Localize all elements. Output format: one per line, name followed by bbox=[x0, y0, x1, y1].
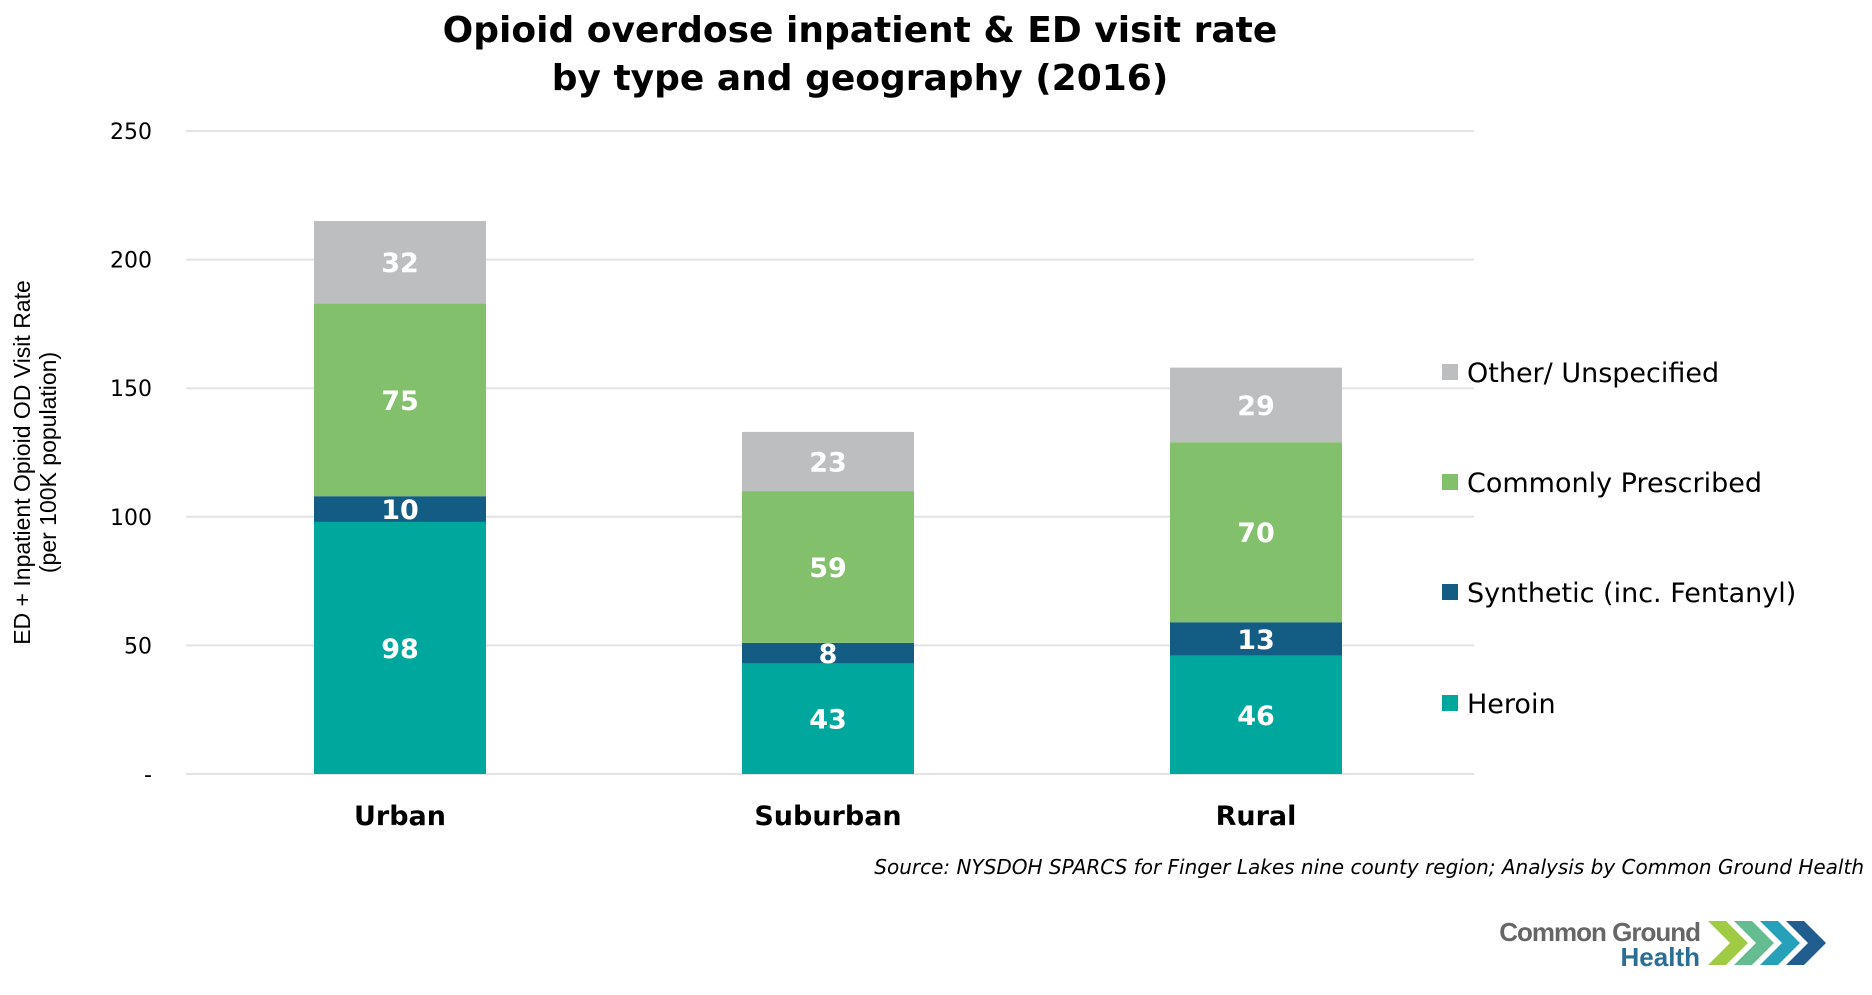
y-tick-label: 100 bbox=[110, 506, 152, 531]
data-label: 98 bbox=[381, 634, 419, 665]
legend-swatch bbox=[1442, 584, 1458, 600]
legend-label: Other/ Unspecified bbox=[1467, 358, 1719, 389]
data-label: 75 bbox=[381, 386, 419, 417]
bar-suburban-synthetic-inc-fentanyl bbox=[742, 642, 914, 664]
chart-title: Opioid overdose inpatient & ED visit rat… bbox=[443, 10, 1278, 99]
bar-rural-heroin bbox=[1170, 655, 1342, 774]
data-label: 13 bbox=[1237, 625, 1275, 656]
bars bbox=[314, 221, 1342, 774]
chevron-shape bbox=[1760, 921, 1800, 965]
bar-rural-commonly-prescribed bbox=[1170, 442, 1342, 623]
data-label: 10 bbox=[381, 495, 419, 526]
legend-item: Other/ Unspecified bbox=[1442, 358, 1719, 389]
y-tick-label: 200 bbox=[110, 249, 152, 274]
legend-label: Commonly Prescribed bbox=[1467, 468, 1762, 499]
chart-title-line-2: by type and geography (2016) bbox=[552, 58, 1169, 99]
legend-item: Commonly Prescribed bbox=[1442, 468, 1762, 499]
data-label: 23 bbox=[809, 448, 847, 479]
legend-item: Heroin bbox=[1442, 689, 1556, 720]
legend-label: Heroin bbox=[1467, 689, 1556, 720]
logo-text-line-1: Common Ground bbox=[1499, 917, 1700, 947]
legend-label: Synthetic (inc. Fentanyl) bbox=[1467, 578, 1796, 609]
data-label: 32 bbox=[381, 248, 419, 279]
legend-item: Synthetic (inc. Fentanyl) bbox=[1442, 578, 1796, 609]
category-label: Rural bbox=[1216, 801, 1297, 832]
data-label: 8 bbox=[819, 639, 838, 670]
y-axis-title-line-1: ED + Inpatient Opioid OD Visit Rate bbox=[9, 280, 35, 645]
bar-suburban-commonly-prescribed bbox=[742, 491, 914, 643]
bar-urban-commonly-prescribed bbox=[314, 303, 486, 497]
bar-urban-heroin bbox=[314, 521, 486, 774]
data-label: 43 bbox=[809, 705, 847, 736]
bar-suburban-heroin bbox=[742, 663, 914, 774]
y-axis-title-line-2: (per 100K population) bbox=[35, 352, 61, 573]
x-axis-categories: Urban Suburban Rural bbox=[354, 801, 1296, 832]
legend-swatch bbox=[1442, 364, 1458, 380]
chevron-shape bbox=[1734, 921, 1774, 965]
data-labels: 98 10 75 32 43 8 59 23 46 13 70 29 bbox=[381, 248, 1275, 736]
y-tick-label: 50 bbox=[124, 634, 152, 659]
y-axis-ticks: - 50 100 150 200 250 bbox=[110, 120, 152, 788]
bar-rural-synthetic-inc-fentanyl bbox=[1170, 622, 1342, 656]
chart-title-line-1: Opioid overdose inpatient & ED visit rat… bbox=[443, 10, 1278, 51]
legend-swatch bbox=[1442, 695, 1458, 711]
category-label: Urban bbox=[354, 801, 446, 832]
data-label: 46 bbox=[1237, 701, 1275, 732]
common-ground-health-logo: Common Ground Health bbox=[1499, 917, 1826, 972]
chevron-shape bbox=[1786, 921, 1826, 965]
data-label: 29 bbox=[1237, 391, 1275, 422]
y-axis-title: ED + Inpatient Opioid OD Visit Rate (per… bbox=[9, 280, 61, 645]
category-label: Suburban bbox=[754, 801, 901, 832]
logo-chevron-icon bbox=[1708, 921, 1826, 965]
data-label: 70 bbox=[1237, 518, 1275, 549]
bar-rural-other-unspecified bbox=[1170, 367, 1342, 443]
logo-text-line-2: Health bbox=[1621, 942, 1700, 972]
y-tick-label: 250 bbox=[110, 120, 152, 145]
y-tick-label: 150 bbox=[110, 377, 152, 402]
data-label: 59 bbox=[809, 553, 847, 584]
bar-urban-synthetic-inc-fentanyl bbox=[314, 496, 486, 522]
y-tick-label: - bbox=[144, 763, 152, 788]
bar-urban-other-unspecified bbox=[314, 221, 486, 304]
legend-swatch bbox=[1442, 474, 1458, 490]
bar-suburban-other-unspecified bbox=[742, 431, 914, 492]
legend: Other/ Unspecified Commonly Prescribed Syn… bbox=[1442, 358, 1796, 720]
chevron-shape bbox=[1708, 921, 1748, 965]
source-note: Source: NYSDOH SPARCS for Finger Lakes n… bbox=[874, 855, 1864, 879]
